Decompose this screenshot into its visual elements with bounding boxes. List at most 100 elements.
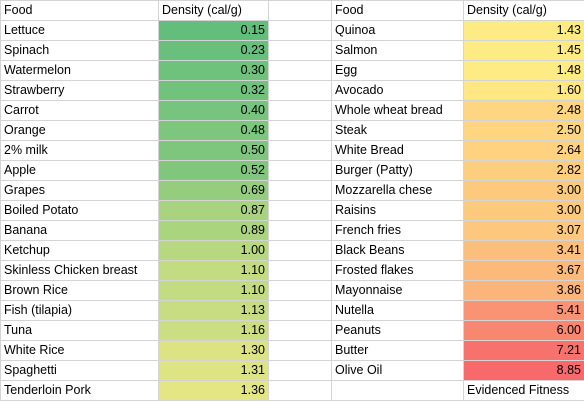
- density-value-cell[interactable]: 2.50: [463, 120, 584, 141]
- food-name-cell[interactable]: Whole wheat bread: [331, 100, 464, 121]
- food-name-cell[interactable]: 2% milk: [0, 140, 159, 161]
- spacer-cell[interactable]: [268, 260, 332, 281]
- spacer-cell[interactable]: [268, 140, 332, 161]
- food-name-cell[interactable]: Tenderloin Pork: [0, 380, 159, 401]
- density-value-cell[interactable]: 7.21: [463, 340, 584, 361]
- spacer-cell[interactable]: [268, 120, 332, 141]
- food-name-cell[interactable]: Salmon: [331, 40, 464, 61]
- food-name-cell[interactable]: White Bread: [331, 140, 464, 161]
- food-name-cell[interactable]: Avocado: [331, 80, 464, 101]
- food-name-cell[interactable]: Quinoa: [331, 20, 464, 41]
- food-name-cell[interactable]: Nutella: [331, 300, 464, 321]
- food-name-cell[interactable]: Banana: [0, 220, 159, 241]
- spacer-cell[interactable]: [268, 360, 332, 381]
- density-value-cell[interactable]: 0.52: [158, 160, 269, 181]
- food-name-cell[interactable]: Skinless Chicken breast: [0, 260, 159, 281]
- density-value-cell[interactable]: 1.31: [158, 360, 269, 381]
- density-value-cell[interactable]: 1.13: [158, 300, 269, 321]
- spacer-cell[interactable]: [268, 160, 332, 181]
- food-name-cell[interactable]: Mozzarella chese: [331, 180, 464, 201]
- density-value-cell[interactable]: 0.87: [158, 200, 269, 221]
- spacer-cell[interactable]: [268, 0, 332, 21]
- food-name-cell[interactable]: Black Beans: [331, 240, 464, 261]
- footer-label[interactable]: Evidenced Fitness: [463, 380, 584, 401]
- density-value-cell[interactable]: 0.50: [158, 140, 269, 161]
- density-value-cell[interactable]: 3.67: [463, 260, 584, 281]
- density-value-cell[interactable]: 2.48: [463, 100, 584, 121]
- density-value-cell[interactable]: 0.32: [158, 80, 269, 101]
- food-name-cell[interactable]: Boiled Potato: [0, 200, 159, 221]
- food-name-cell[interactable]: Burger (Patty): [331, 160, 464, 181]
- spacer-cell[interactable]: [268, 100, 332, 121]
- food-name-cell[interactable]: Mayonnaise: [331, 280, 464, 301]
- spacer-cell[interactable]: [268, 240, 332, 261]
- density-value-cell[interactable]: 1.00: [158, 240, 269, 261]
- density-value-cell[interactable]: 1.16: [158, 320, 269, 341]
- density-value-cell[interactable]: 1.10: [158, 280, 269, 301]
- spacer-cell[interactable]: [268, 320, 332, 341]
- density-value-cell[interactable]: 1.36: [158, 380, 269, 401]
- density-value-cell[interactable]: 0.69: [158, 180, 269, 201]
- spacer-cell[interactable]: [268, 40, 332, 61]
- food-name-cell[interactable]: Lettuce: [0, 20, 159, 41]
- spacer-cell[interactable]: [268, 380, 332, 401]
- food-name-cell[interactable]: Tuna: [0, 320, 159, 341]
- density-value-cell[interactable]: 0.48: [158, 120, 269, 141]
- spacer-cell[interactable]: [268, 280, 332, 301]
- density-value-cell[interactable]: 1.30: [158, 340, 269, 361]
- density-value-cell[interactable]: 1.45: [463, 40, 584, 61]
- food-name-cell[interactable]: Egg: [331, 60, 464, 81]
- food-name-cell[interactable]: Peanuts: [331, 320, 464, 341]
- density-value-cell[interactable]: 0.23: [158, 40, 269, 61]
- density-value-cell[interactable]: 3.07: [463, 220, 584, 241]
- density-value-cell[interactable]: 8.85: [463, 360, 584, 381]
- spacer-cell[interactable]: [268, 60, 332, 81]
- density-value-cell[interactable]: 3.00: [463, 200, 584, 221]
- density-value-cell[interactable]: 1.10: [158, 260, 269, 281]
- header-food-right[interactable]: Food: [331, 0, 464, 21]
- food-name-cell[interactable]: Butter: [331, 340, 464, 361]
- spacer-cell[interactable]: [268, 180, 332, 201]
- empty-cell[interactable]: [331, 380, 464, 401]
- density-value-cell[interactable]: 1.43: [463, 20, 584, 41]
- density-value-cell[interactable]: 3.41: [463, 240, 584, 261]
- spacer-cell[interactable]: [268, 340, 332, 361]
- food-name-cell[interactable]: Olive Oil: [331, 360, 464, 381]
- header-density-right[interactable]: Density (cal/g): [463, 0, 584, 21]
- food-name-cell[interactable]: Spinach: [0, 40, 159, 61]
- spacer-cell[interactable]: [268, 220, 332, 241]
- header-density-left[interactable]: Density (cal/g): [158, 0, 269, 21]
- spacer-cell[interactable]: [268, 80, 332, 101]
- food-name-cell[interactable]: Spaghetti: [0, 360, 159, 381]
- food-name-cell[interactable]: Brown Rice: [0, 280, 159, 301]
- density-value-cell[interactable]: 3.00: [463, 180, 584, 201]
- density-value-cell[interactable]: 3.86: [463, 280, 584, 301]
- food-name-cell[interactable]: Apple: [0, 160, 159, 181]
- food-name-cell[interactable]: Watermelon: [0, 60, 159, 81]
- density-value-cell[interactable]: 0.89: [158, 220, 269, 241]
- food-name-cell[interactable]: French fries: [331, 220, 464, 241]
- header-food-left[interactable]: Food: [0, 0, 159, 21]
- density-value-cell[interactable]: 2.82: [463, 160, 584, 181]
- density-value-cell[interactable]: 6.00: [463, 320, 584, 341]
- food-name-cell[interactable]: Raisins: [331, 200, 464, 221]
- food-name-cell[interactable]: White Rice: [0, 340, 159, 361]
- food-name-cell[interactable]: Strawberry: [0, 80, 159, 101]
- food-name-cell[interactable]: Fish (tilapia): [0, 300, 159, 321]
- density-value-cell[interactable]: 1.60: [463, 80, 584, 101]
- spacer-cell[interactable]: [268, 20, 332, 41]
- food-name-cell[interactable]: Frosted flakes: [331, 260, 464, 281]
- density-value-cell[interactable]: 0.15: [158, 20, 269, 41]
- spacer-cell[interactable]: [268, 200, 332, 221]
- food-name-cell[interactable]: Grapes: [0, 180, 159, 201]
- food-name-cell[interactable]: Orange: [0, 120, 159, 141]
- food-name-cell[interactable]: Ketchup: [0, 240, 159, 261]
- density-value-cell[interactable]: 1.48: [463, 60, 584, 81]
- density-value-cell[interactable]: 5.41: [463, 300, 584, 321]
- food-name-cell[interactable]: Steak: [331, 120, 464, 141]
- spacer-cell[interactable]: [268, 300, 332, 321]
- density-value-cell[interactable]: 0.30: [158, 60, 269, 81]
- food-name-cell[interactable]: Carrot: [0, 100, 159, 121]
- density-value-cell[interactable]: 0.40: [158, 100, 269, 121]
- density-value-cell[interactable]: 2.64: [463, 140, 584, 161]
